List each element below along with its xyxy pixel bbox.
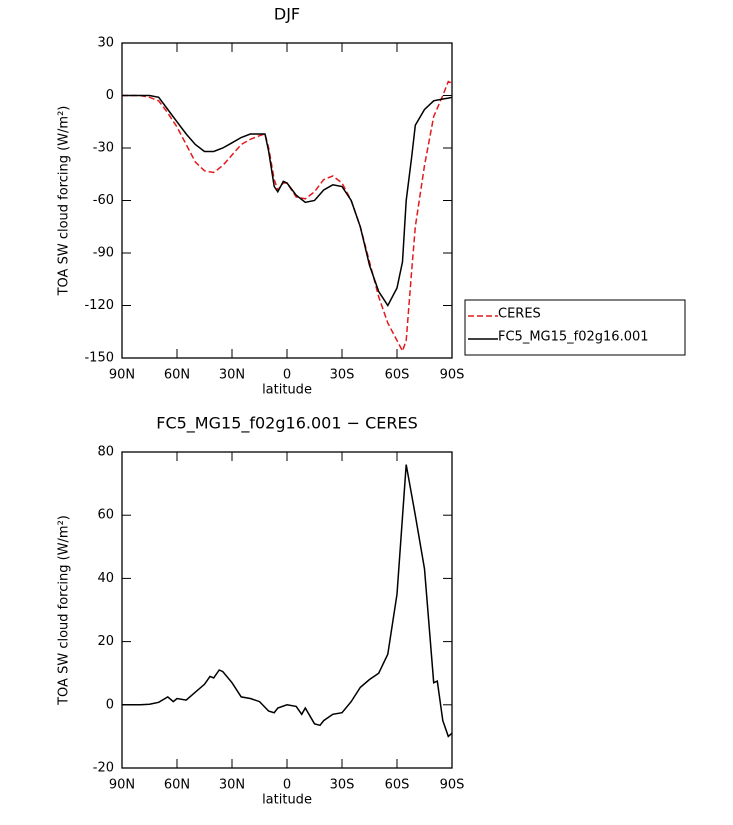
x-tick-label: 60S (385, 778, 410, 793)
x-tick-label: 90N (109, 368, 135, 383)
y-tick-label: 0 (106, 88, 114, 103)
plot-frame (121, 451, 453, 769)
plot-frame (121, 42, 453, 359)
x-tick-label: 90S (440, 368, 465, 383)
y-tick-label: -90 (93, 246, 114, 261)
chart-title: FC5_MG15_f02g16.001 − CERES (156, 414, 418, 434)
legend-label: CERES (498, 307, 541, 322)
y-tick-label: 30 (97, 36, 114, 51)
x-tick-label: 0 (283, 368, 291, 383)
y-tick-label: 20 (97, 634, 114, 649)
y-tick-label: -150 (84, 351, 114, 366)
x-tick-label: 0 (283, 778, 291, 793)
chart-title: DJF (274, 5, 300, 24)
legend-box (464, 299, 686, 356)
x-tick-label: 60N (164, 368, 190, 383)
x-tick-label: 60N (164, 778, 190, 793)
x-tick-label: 30S (330, 368, 355, 383)
y-tick-label: -120 (84, 298, 114, 313)
y-tick-label: 80 (97, 445, 114, 460)
y-tick-label: 40 (97, 571, 114, 586)
legend-label: FC5_MG15_f02g16.001 (498, 330, 649, 345)
x-tick-label: 90S (440, 778, 465, 793)
data-line (122, 94, 453, 307)
y-tick-label: -60 (93, 193, 114, 208)
x-tick-label: 30N (219, 778, 245, 793)
x-tick-label: 30S (330, 778, 355, 793)
y-tick-label: -30 (93, 141, 114, 156)
y-axis-label: TOA SW cloud forcing (W/m²) (57, 515, 72, 706)
x-axis-label: latitude (262, 793, 312, 808)
y-tick-label: -20 (93, 761, 114, 776)
data-line (122, 464, 453, 738)
x-tick-label: 30N (219, 368, 245, 383)
x-tick-label: 90N (109, 778, 135, 793)
y-tick-label: 0 (106, 697, 114, 712)
y-axis-label: TOA SW cloud forcing (W/m²) (57, 106, 72, 297)
data-line (122, 80, 453, 353)
x-axis-label: latitude (262, 383, 312, 398)
x-tick-label: 60S (385, 368, 410, 383)
y-tick-label: 60 (97, 508, 114, 523)
